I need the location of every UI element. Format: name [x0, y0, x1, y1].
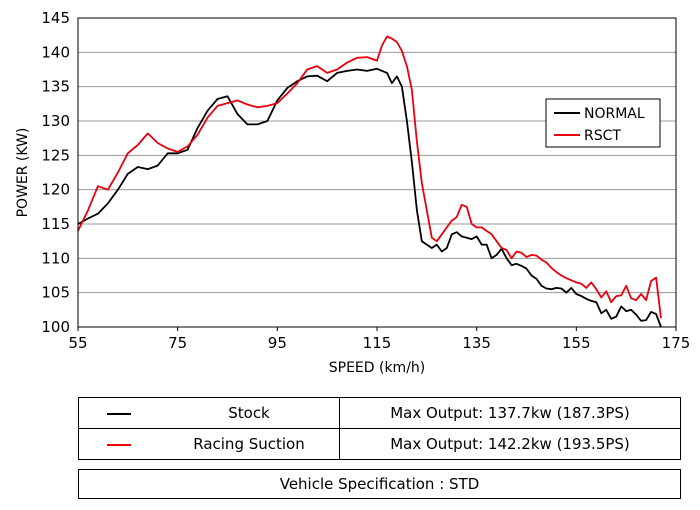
y-tick-label: 130: [41, 112, 70, 130]
y-tick-label: 135: [41, 78, 70, 96]
x-tick-label: 135: [462, 334, 491, 352]
legend: NORMAL RSCT: [545, 98, 661, 148]
x-tick-label: 75: [168, 334, 187, 352]
grid-lines: [78, 17, 676, 328]
racing-line-swatch: [107, 443, 131, 446]
series-line-normal: [77, 67, 662, 328]
x-tick-label: 95: [268, 334, 287, 352]
x-axis-label: SPEED (km/h): [329, 360, 426, 376]
power-chart: 100 105 110 115 120 125 130 135 140 145 55 75 95 115…: [15, 9, 690, 376]
x-tick-labels: 55 75 95 115 135 155 175: [68, 327, 690, 352]
series-line-rsct: [77, 35, 662, 319]
y-tick-label: 125: [41, 146, 70, 164]
y-tick-label: 110: [41, 249, 70, 267]
y-tick-label: 105: [41, 284, 70, 302]
y-tick-label: 140: [41, 43, 70, 61]
y-tick-label: 100: [41, 318, 70, 336]
racing-suction-output: Max Output: 142.2kw (193.5PS): [339, 428, 681, 460]
stock-name: Stock: [159, 397, 340, 429]
y-tick-labels: 100 105 110 115 120 125 130 135 140 145: [41, 9, 70, 336]
y-axis-label: POWER (KW): [15, 128, 31, 218]
legend-label: NORMAL: [584, 106, 645, 122]
stock-output: Max Output: 137.7kw (187.3PS): [339, 397, 681, 429]
legend-label: RSCT: [584, 128, 621, 144]
x-tick-label: 155: [562, 334, 591, 352]
plot-frame: [77, 17, 677, 328]
y-tick-label: 120: [41, 181, 70, 199]
line-swatch-cell: [78, 428, 159, 460]
vehicle-specification: Vehicle Specification : STD: [78, 469, 681, 499]
series-layer: [77, 35, 662, 328]
stock-line-swatch: [107, 412, 131, 415]
results-table: Stock Max Output: 137.7kw (187.3PS) Raci…: [78, 397, 681, 460]
legend-box: [545, 98, 661, 148]
x-tick-label: 115: [363, 334, 392, 352]
x-tick-label: 175: [662, 334, 691, 352]
x-tick-label: 55: [68, 334, 87, 352]
line-swatch-cell: [78, 397, 159, 429]
table-row: Stock Max Output: 137.7kw (187.3PS): [78, 397, 681, 429]
racing-suction-name: Racing Suction: [159, 428, 340, 460]
table-row: Racing Suction Max Output: 142.2kw (193.…: [78, 428, 681, 460]
y-tick-label: 115: [41, 215, 70, 233]
y-tick-label: 145: [41, 9, 70, 27]
